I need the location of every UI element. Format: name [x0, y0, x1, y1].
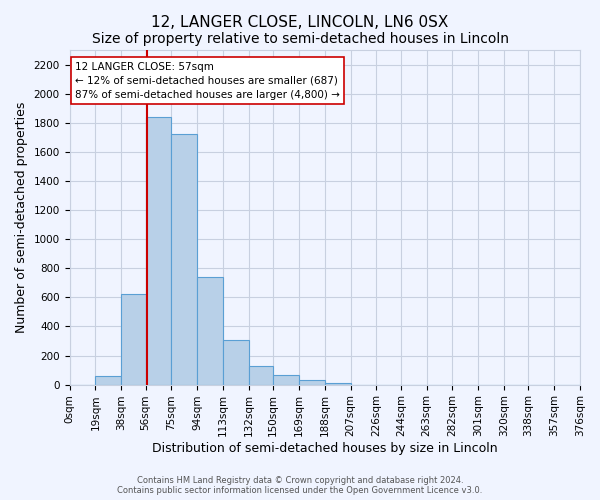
Y-axis label: Number of semi-detached properties: Number of semi-detached properties: [15, 102, 28, 333]
Bar: [325, 383, 350, 384]
Bar: [249, 366, 273, 384]
Text: 12, LANGER CLOSE, LINCOLN, LN6 0SX: 12, LANGER CLOSE, LINCOLN, LN6 0SX: [151, 15, 449, 30]
Text: Size of property relative to semi-detached houses in Lincoln: Size of property relative to semi-detach…: [91, 32, 509, 46]
Bar: [273, 375, 299, 384]
Bar: [146, 117, 172, 384]
X-axis label: Distribution of semi-detached houses by size in Lincoln: Distribution of semi-detached houses by …: [152, 442, 497, 455]
Bar: [223, 340, 249, 384]
Bar: [172, 134, 197, 384]
Text: Contains HM Land Registry data © Crown copyright and database right 2024.
Contai: Contains HM Land Registry data © Crown c…: [118, 476, 482, 495]
Bar: [299, 380, 325, 384]
Text: 12 LANGER CLOSE: 57sqm
← 12% of semi-detached houses are smaller (687)
87% of se: 12 LANGER CLOSE: 57sqm ← 12% of semi-det…: [75, 62, 340, 100]
Bar: [121, 294, 146, 384]
Bar: [197, 277, 223, 384]
Bar: [95, 376, 121, 384]
